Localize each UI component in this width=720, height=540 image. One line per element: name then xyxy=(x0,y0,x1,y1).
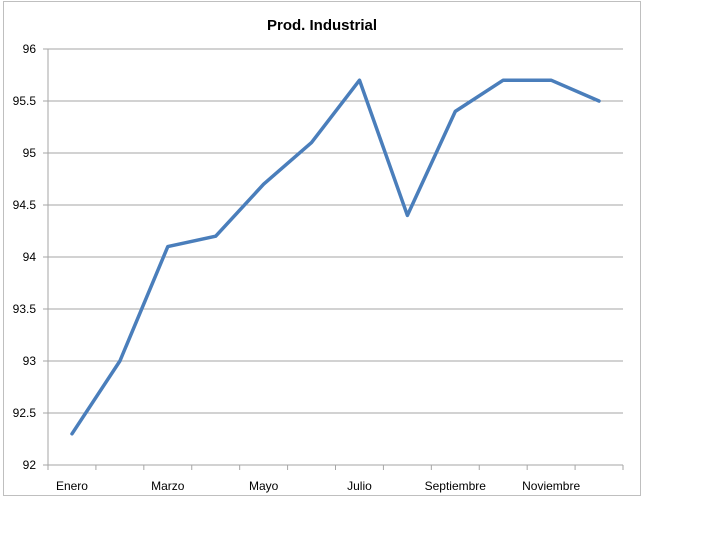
x-tick-label: Noviembre xyxy=(522,479,580,493)
data-point xyxy=(310,141,314,145)
axes xyxy=(43,48,624,470)
data-point xyxy=(597,99,601,103)
y-tick-label: 92 xyxy=(23,458,37,472)
gridlines xyxy=(48,48,623,414)
x-tick-label: Septiembre xyxy=(425,479,487,493)
y-tick-label: 93 xyxy=(23,354,37,368)
data-point xyxy=(262,182,266,186)
y-tick-label: 95.5 xyxy=(13,94,37,108)
series-line xyxy=(70,78,601,436)
data-point xyxy=(501,78,505,82)
data-point xyxy=(549,78,553,82)
y-tick-label: 93.5 xyxy=(13,302,37,316)
data-point xyxy=(453,109,457,113)
y-tick-label: 94.5 xyxy=(13,198,37,212)
x-tick-label: Mayo xyxy=(249,479,279,493)
x-tick-label: Julio xyxy=(347,479,372,493)
data-point xyxy=(70,432,74,436)
data-point xyxy=(357,78,361,82)
data-point xyxy=(118,359,122,363)
y-tick-label: 95 xyxy=(23,146,37,160)
series-layer xyxy=(70,78,601,436)
x-tick-label: Marzo xyxy=(151,479,185,493)
data-point xyxy=(405,213,409,217)
data-point xyxy=(214,234,218,238)
x-axis-tick-labels: Enero Marzo Mayo Julio Septiembre Noviembre xyxy=(56,479,581,493)
y-tick-label: 94 xyxy=(23,250,37,264)
y-tick-label: 92.5 xyxy=(13,406,37,420)
y-tick-label: 96 xyxy=(23,42,37,56)
x-tick-label: Enero xyxy=(56,479,88,493)
chart-title: Prod. Industrial xyxy=(267,17,377,34)
data-point xyxy=(166,245,170,249)
y-axis-tick-labels: 92 92.5 93 93.5 94 94.5 95 95.5 96 xyxy=(13,42,37,472)
